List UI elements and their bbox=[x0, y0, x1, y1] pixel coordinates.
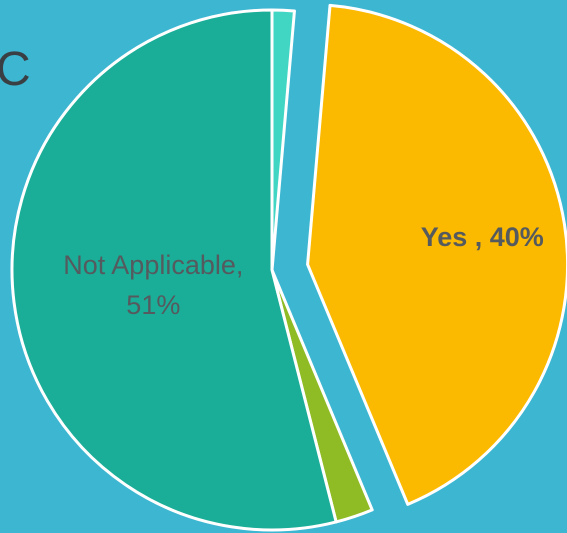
data-label-not-applicable: Not Applicable, 51% bbox=[63, 250, 243, 320]
pie-slice-yes bbox=[306, 3, 567, 506]
chart-title-fragment: C bbox=[0, 43, 31, 96]
pie-slice-unlabeled-0 bbox=[270, 8, 296, 272]
pie-slice-not-applicable bbox=[10, 8, 338, 532]
data-label-yes: Yes , 40% bbox=[421, 222, 544, 252]
